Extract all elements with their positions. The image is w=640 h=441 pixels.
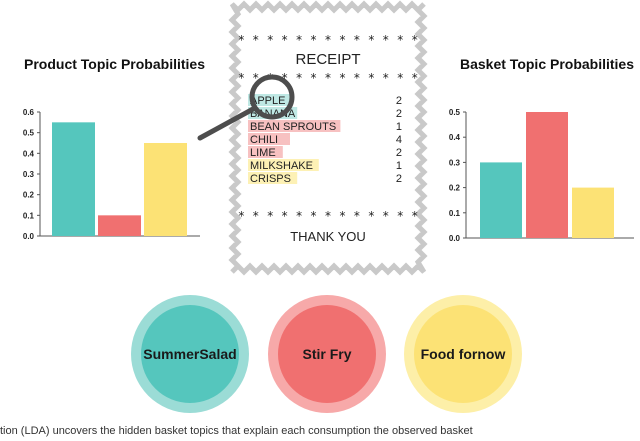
receipt-footer: THANK YOU [290, 229, 366, 244]
y-tick-label: 0.0 [449, 234, 461, 243]
y-tick-label: 0.1 [449, 209, 461, 218]
receipt-item-qty: 2 [396, 108, 402, 120]
receipt-stars-top: * * * * * * * * * * * * * [238, 33, 419, 47]
receipt-item-highlight [248, 94, 290, 106]
receipt-title: RECEIPT [295, 51, 360, 68]
receipt-stars-bottom: * * * * * * * * * * * * * [238, 209, 419, 223]
topic-label: Food for now [414, 305, 512, 403]
receipt-item-qty: 2 [396, 173, 402, 185]
receipt-item-name: CRISPS [250, 173, 291, 185]
receipt-item-qty: 1 [396, 121, 402, 133]
topic-label: Stir Fry [278, 305, 376, 403]
receipt-item-qty: 4 [396, 134, 402, 146]
receipt-item-name: MILKSHAKE [250, 160, 313, 172]
receipt-item-name: LIME [250, 147, 276, 159]
y-tick-label: 0.3 [449, 158, 461, 167]
receipt-item-qty: 2 [396, 147, 402, 159]
receipt-item-highlight [248, 133, 290, 145]
basket-topic-chart: 0.0 0.1 0.2 0.3 0.4 0.5 [449, 108, 634, 243]
y-tick-label: 0.6 [23, 108, 35, 117]
y-tick-label: 0.2 [449, 184, 461, 193]
y-tick-label: 0.1 [23, 211, 35, 220]
y-tick-label: 0.5 [23, 129, 35, 138]
receipt-item-name: APPLE [250, 95, 285, 107]
basket-topic-chart-title: Basket Topic Probabilities [460, 56, 635, 72]
y-tick-label: 0.0 [23, 232, 35, 241]
product-topic-chart-title: Product Topic Probabilities [24, 56, 205, 72]
y-tick-label: 0.5 [449, 108, 461, 117]
receipt-item-highlight [248, 172, 298, 184]
y-tick-label: 0.4 [449, 133, 461, 142]
receipt-item-qty: 1 [396, 160, 402, 172]
topic-circle-1: Summer Salad [131, 295, 249, 413]
topic-circle-2: Stir Fry [268, 295, 386, 413]
y-tick-label: 0.4 [23, 149, 35, 158]
receipt-item-highlight [248, 120, 341, 132]
bar-1 [52, 122, 95, 236]
topic-label: Summer Salad [141, 305, 239, 403]
receipt-item-name: CHILI [250, 134, 278, 146]
magnifier-icon [197, 74, 295, 141]
bar-2 [98, 215, 141, 236]
product-topic-chart: 0.0 0.1 0.2 0.3 0.4 0.5 0.6 [23, 108, 200, 241]
receipt-item-name: BEAN SPROUTS [250, 121, 336, 133]
receipt-item-highlight [248, 159, 319, 171]
receipt-item-highlight [248, 146, 283, 158]
bar-3 [144, 143, 187, 236]
topic-circle-3: Food for now [404, 295, 522, 413]
bar-1 [480, 162, 522, 238]
y-tick-label: 0.2 [23, 191, 35, 200]
receipt-item-qty: 2 [396, 95, 402, 107]
figure-caption: tion (LDA) uncovers the hidden basket to… [0, 425, 473, 437]
bar-2 [526, 112, 568, 238]
receipt-paper [228, 0, 428, 276]
y-tick-label: 0.3 [23, 170, 35, 179]
bar-3 [572, 187, 614, 238]
